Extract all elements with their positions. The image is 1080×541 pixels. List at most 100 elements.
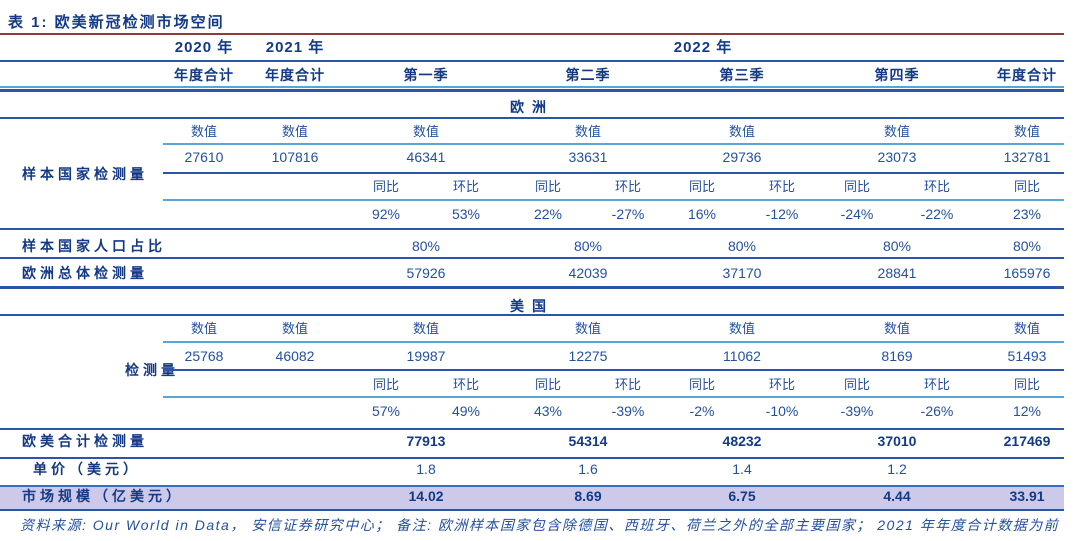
subheader-growth: 同比	[534, 377, 562, 392]
subheader-growth: 同比	[843, 377, 871, 392]
summary-cell: 4.44	[883, 488, 911, 504]
table-rule	[163, 341, 1064, 343]
table-rule	[163, 143, 1064, 145]
subheader-growth: 同比	[688, 179, 716, 194]
subheader-value: 数值	[883, 321, 911, 336]
pct-cell: 57%	[371, 403, 401, 419]
value-cell: 25768	[184, 348, 224, 364]
subheader-growth: 环比	[452, 179, 480, 194]
summary-cell: 6.75	[728, 488, 756, 504]
subheader-growth: 同比	[372, 179, 400, 194]
table-rule	[0, 457, 1064, 459]
value-cell: 8169	[881, 348, 913, 364]
subheader-value: 数值	[281, 321, 309, 336]
row-label-sample-country-tests: 样本国家检测量	[22, 166, 148, 182]
value-cell: 42039	[568, 265, 608, 281]
pct-cell: 92%	[371, 206, 401, 222]
table-title: 表 1: 欧美新冠检测市场空间	[8, 14, 225, 31]
value-cell: 80%	[1012, 238, 1042, 254]
row-label-market-size: 市场规模（亿美元）	[22, 488, 184, 504]
table-rule	[0, 509, 1064, 511]
value-cell: 80%	[573, 238, 603, 254]
value-cell: 107816	[271, 149, 319, 165]
table-rule	[163, 199, 1064, 201]
col-header-q3: 第三季	[719, 67, 765, 83]
value-cell: 11062	[723, 348, 761, 364]
table-rule	[163, 172, 1064, 174]
table-rule	[0, 117, 1064, 119]
pct-cell: 16%	[687, 206, 717, 222]
value-cell: 37170	[722, 265, 762, 281]
table-rule	[0, 33, 1064, 35]
value-cell: 132781	[1003, 149, 1051, 165]
pct-cell: -22%	[920, 206, 954, 222]
subheader-growth: 环比	[452, 377, 480, 392]
col-header-2022-annual: 年度合计	[997, 67, 1057, 83]
subheader-value: 数值	[412, 321, 440, 336]
highlight-band	[0, 487, 1064, 509]
table-rule	[163, 369, 1064, 371]
subheader-value: 数值	[574, 124, 602, 139]
pct-cell: 49%	[451, 403, 481, 419]
row-label-combined-tests: 欧美合计检测量	[22, 433, 148, 449]
subheader-growth: 同比	[372, 377, 400, 392]
subheader-growth: 环比	[614, 377, 642, 392]
subheader-growth: 同比	[1013, 377, 1041, 392]
pct-cell: 53%	[451, 206, 481, 222]
value-cell: 80%	[411, 238, 441, 254]
table-rule	[0, 89, 1064, 92]
value-cell: 19987	[406, 348, 446, 364]
value-cell: 80%	[882, 238, 912, 254]
summary-cell: 1.8	[416, 461, 436, 477]
col-header-2021-annual: 年度合计	[265, 67, 325, 83]
pct-cell: -39%	[840, 403, 874, 419]
value-cell: 33631	[568, 149, 608, 165]
row-label-europe-total-tests: 欧洲总体检测量	[22, 265, 148, 281]
summary-cell: 48232	[722, 433, 762, 449]
subheader-value: 数值	[728, 124, 756, 139]
subheader-value: 数值	[1013, 321, 1041, 336]
subheader-value: 数值	[412, 124, 440, 139]
subheader-growth: 环比	[768, 377, 796, 392]
pct-cell: -27%	[611, 206, 645, 222]
section-band-us: 美国	[510, 298, 554, 314]
pct-cell: -24%	[840, 206, 874, 222]
table-rule	[0, 428, 1064, 430]
summary-cell: 1.2	[887, 461, 907, 477]
subheader-growth: 同比	[843, 179, 871, 194]
value-cell: 80%	[727, 238, 757, 254]
subheader-growth: 环比	[923, 179, 951, 194]
table-rule	[0, 485, 1064, 487]
col-header-q4: 第四季	[874, 67, 920, 83]
table-rule	[0, 228, 1064, 230]
subheader-growth: 同比	[534, 179, 562, 194]
subheader-value: 数值	[190, 124, 218, 139]
pct-cell: 22%	[533, 206, 563, 222]
pct-cell: -2%	[689, 403, 715, 419]
subheader-value: 数值	[190, 321, 218, 336]
pct-cell: 43%	[533, 403, 563, 419]
subheader-growth: 环比	[923, 377, 951, 392]
subheader-growth: 同比	[688, 377, 716, 392]
section-band-europe: 欧洲	[510, 99, 554, 115]
footnote: 资料来源: Our World in Data， 安信证券研究中心； 备注: 欧…	[20, 517, 1060, 533]
table-rule	[163, 396, 1064, 398]
summary-cell: 1.4	[732, 461, 752, 477]
pct-cell: 12%	[1012, 403, 1042, 419]
summary-cell: 14.02	[408, 488, 444, 504]
table-rule	[0, 314, 1064, 316]
subheader-value: 数值	[281, 124, 309, 139]
row-label-us-tests: 检测量	[125, 362, 179, 378]
table-rule	[0, 257, 1064, 259]
subheader-value: 数值	[883, 124, 911, 139]
pct-cell: 23%	[1012, 206, 1042, 222]
value-cell: 57926	[406, 265, 446, 281]
col-header-2020-annual: 年度合计	[174, 67, 234, 83]
subheader-growth: 环比	[614, 179, 642, 194]
value-cell: 51493	[1007, 348, 1047, 364]
subheader-growth: 同比	[1013, 179, 1041, 194]
value-cell: 28841	[877, 265, 917, 281]
value-cell: 29736	[722, 149, 762, 165]
value-cell: 23073	[877, 149, 917, 165]
